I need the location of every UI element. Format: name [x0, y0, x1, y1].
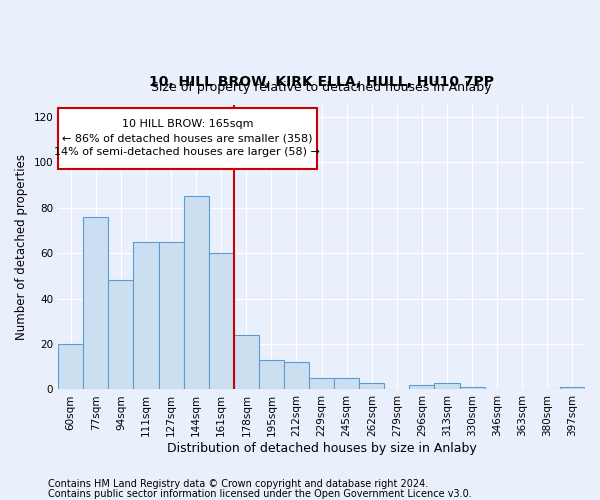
Text: Contains HM Land Registry data © Crown copyright and database right 2024.: Contains HM Land Registry data © Crown c… — [48, 479, 428, 489]
Bar — [560, 387, 585, 390]
Bar — [309, 378, 334, 390]
FancyBboxPatch shape — [58, 108, 317, 169]
Bar — [409, 385, 434, 390]
Text: Contains public sector information licensed under the Open Government Licence v3: Contains public sector information licen… — [48, 489, 472, 499]
Bar — [234, 335, 259, 390]
Bar — [58, 344, 83, 390]
Bar — [133, 242, 158, 390]
Bar — [434, 382, 460, 390]
Text: 10 HILL BROW: 165sqm
← 86% of detached houses are smaller (358)
14% of semi-deta: 10 HILL BROW: 165sqm ← 86% of detached h… — [55, 120, 320, 158]
Bar — [359, 382, 385, 390]
Bar — [109, 280, 133, 390]
X-axis label: Distribution of detached houses by size in Anlaby: Distribution of detached houses by size … — [167, 442, 476, 455]
Title: 10, HILL BROW, KIRK ELLA, HULL, HU10 7PP: 10, HILL BROW, KIRK ELLA, HULL, HU10 7PP — [149, 75, 494, 89]
Bar — [259, 360, 284, 390]
Bar — [334, 378, 359, 390]
Bar — [83, 217, 109, 390]
Bar — [284, 362, 309, 390]
Text: Size of property relative to detached houses in Anlaby: Size of property relative to detached ho… — [151, 81, 492, 94]
Bar — [460, 387, 485, 390]
Bar — [184, 196, 209, 390]
Bar — [209, 253, 234, 390]
Y-axis label: Number of detached properties: Number of detached properties — [15, 154, 28, 340]
Bar — [158, 242, 184, 390]
